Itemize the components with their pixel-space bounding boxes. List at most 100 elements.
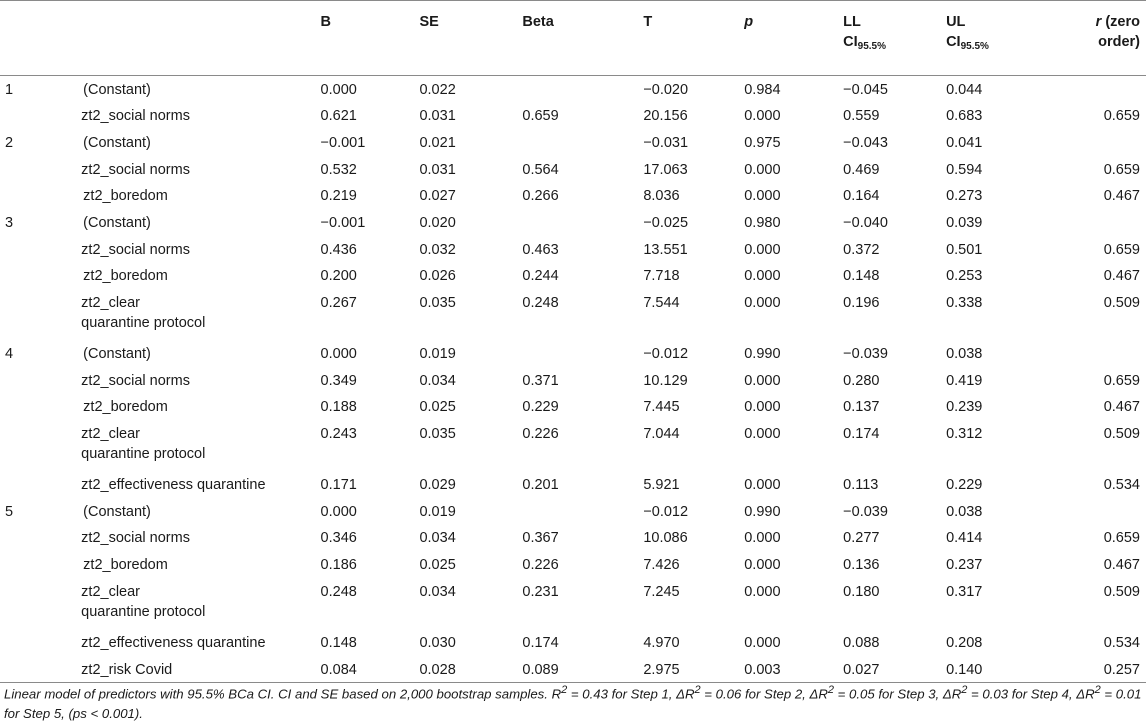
se-cell: 0.032 (419, 241, 456, 258)
t-cell: −0.012 (643, 346, 689, 362)
b-cell: −0.001 (320, 134, 366, 151)
predictor-cell: zt2_clear quarantine protocol (78, 289, 306, 340)
t-cell: 10.086 (643, 530, 688, 547)
p-cell: 0.000 (744, 426, 781, 443)
header-ul-sub: 95.5% (960, 41, 989, 52)
p-cell: 0.000 (744, 161, 781, 178)
predictor-cell: zt2_clear quarantine protocol (78, 420, 306, 471)
table-row: zt2_social norms 0.532 0.031 0.564 17.063 0.0… (0, 156, 1146, 183)
p-cell: 0.975 (744, 134, 781, 151)
t-cell: 7.445 (643, 399, 680, 416)
predictor-cell: zt2_social norms (78, 102, 306, 129)
predictor-cell: (Constant) (78, 340, 306, 367)
beta-cell: 0.367 (522, 530, 559, 547)
p-cell: 0.000 (744, 477, 781, 494)
ul-cell: 0.501 (946, 241, 983, 258)
note-text-4: = 0.05 for Step 3, ΔR (833, 686, 962, 702)
r-cell: 0.659 (1103, 241, 1140, 258)
ll-cell: 0.113 (843, 477, 879, 494)
b-cell: 0.621 (320, 108, 357, 125)
predictor-cell: zt2_social norms (78, 524, 306, 551)
header-t: T (643, 14, 653, 30)
ul-cell: 0.041 (946, 134, 983, 151)
r-cell: 0.467 (1103, 188, 1140, 205)
t-cell: 7.544 (643, 295, 680, 311)
b-cell: −0.001 (320, 214, 366, 231)
b-cell: 0.267 (320, 295, 357, 311)
t-cell: 20.156 (643, 108, 688, 125)
header-ll-line2: CI (843, 34, 858, 50)
predictor-label: zt2_boredom (83, 399, 168, 416)
table-row: zt2_boredom 0.219 0.027 0.266 8.036 0.000 0.16… (0, 182, 1146, 209)
ll-cell: 0.136 (843, 557, 880, 574)
table-row: zt2_effectiveness quarantine 0.148 0.030 0.… (0, 629, 1146, 656)
table-row: zt2_clear quarantine protocol 0.243 0.035 0.… (0, 420, 1146, 471)
p-cell: 0.000 (744, 241, 781, 258)
step-cell (0, 629, 78, 656)
p-cell: 0.990 (744, 503, 781, 520)
beta-cell (516, 129, 621, 156)
beta-cell: 0.659 (522, 108, 559, 125)
table-row: zt2_boredom 0.186 0.025 0.226 7.426 0.000 0.13… (0, 551, 1146, 578)
p-cell: 0.000 (744, 108, 781, 125)
r-cell: 0.509 (1103, 295, 1140, 311)
r-cell: 0.467 (1103, 399, 1140, 416)
beta-cell (516, 498, 621, 525)
header-r: r (zero order) (1041, 1, 1146, 76)
ul-cell: 0.419 (946, 372, 983, 389)
note-sup-3: 2 (827, 684, 834, 696)
r-cell: 0.659 (1103, 108, 1140, 125)
se-cell: 0.030 (419, 634, 456, 651)
step-cell (0, 289, 78, 340)
r-cell (1041, 129, 1146, 156)
ul-cell: 0.039 (946, 214, 983, 231)
beta-cell: 0.226 (522, 557, 559, 574)
header-p-text: p (744, 14, 754, 30)
r-cell: 0.467 (1103, 557, 1140, 574)
step-cell (0, 420, 78, 471)
predictor-label-line2: quarantine protocol (81, 603, 206, 620)
predictor-label-line2: quarantine protocol (81, 315, 206, 331)
se-cell: 0.019 (419, 503, 456, 520)
ll-cell: 0.137 (843, 399, 880, 416)
predictor-label: zt2_effectiveness quarantine (81, 477, 266, 494)
b-cell: 0.171 (320, 477, 357, 494)
predictor-cell: (Constant) (78, 209, 306, 236)
table-row: 3 (Constant) −0.001 0.020 −0.025 0.980 −0.040 0… (0, 209, 1146, 236)
step-cell: 3 (5, 214, 14, 231)
predictor-cell: zt2_clear quarantine protocol (78, 578, 306, 629)
step-cell (0, 655, 79, 683)
step-cell (0, 102, 78, 129)
note-sup-4: 2 (961, 684, 968, 696)
note-text-6: = 0.01 for Step 5, (ps < 0.001). (4, 686, 1142, 722)
se-cell: 0.019 (419, 346, 456, 362)
r-cell: 0.257 (1041, 655, 1146, 683)
ll-cell: −0.039 (843, 346, 888, 362)
step-cell (0, 578, 78, 629)
ll-cell: 0.164 (843, 188, 880, 205)
header-r-rest: (zero (1101, 14, 1140, 30)
b-cell: 0.084 (306, 655, 412, 683)
predictor-label: zt2_risk Covid (81, 661, 173, 678)
ul-cell: 0.044 (936, 75, 1041, 103)
r-cell: 0.509 (1103, 583, 1140, 600)
b-cell: 0.532 (320, 161, 357, 178)
note-text-3: = 0.06 for Step 2, ΔR (700, 686, 828, 702)
predictor-label: zt2_social norms (81, 108, 190, 125)
predictor-label: zt2_boredom (83, 557, 168, 574)
t-cell: 2.975 (621, 655, 727, 683)
header-predictor (78, 1, 306, 76)
se-cell: 0.035 (419, 426, 456, 443)
b-cell: 0.186 (320, 557, 357, 574)
ll-cell: 0.174 (843, 426, 880, 443)
beta-cell: 0.229 (522, 399, 559, 416)
predictor-label: (Constant) (83, 82, 151, 98)
table-row: zt2_boredom 0.200 0.026 0.244 7.718 0.000 0.14… (0, 262, 1146, 289)
header-ll-line1: LL (843, 14, 861, 30)
se-cell: 0.034 (419, 530, 456, 547)
predictor-label: (Constant) (83, 346, 151, 362)
ul-cell: 0.237 (946, 557, 983, 574)
ul-cell: 0.140 (936, 655, 1041, 683)
step-cell (0, 524, 78, 551)
